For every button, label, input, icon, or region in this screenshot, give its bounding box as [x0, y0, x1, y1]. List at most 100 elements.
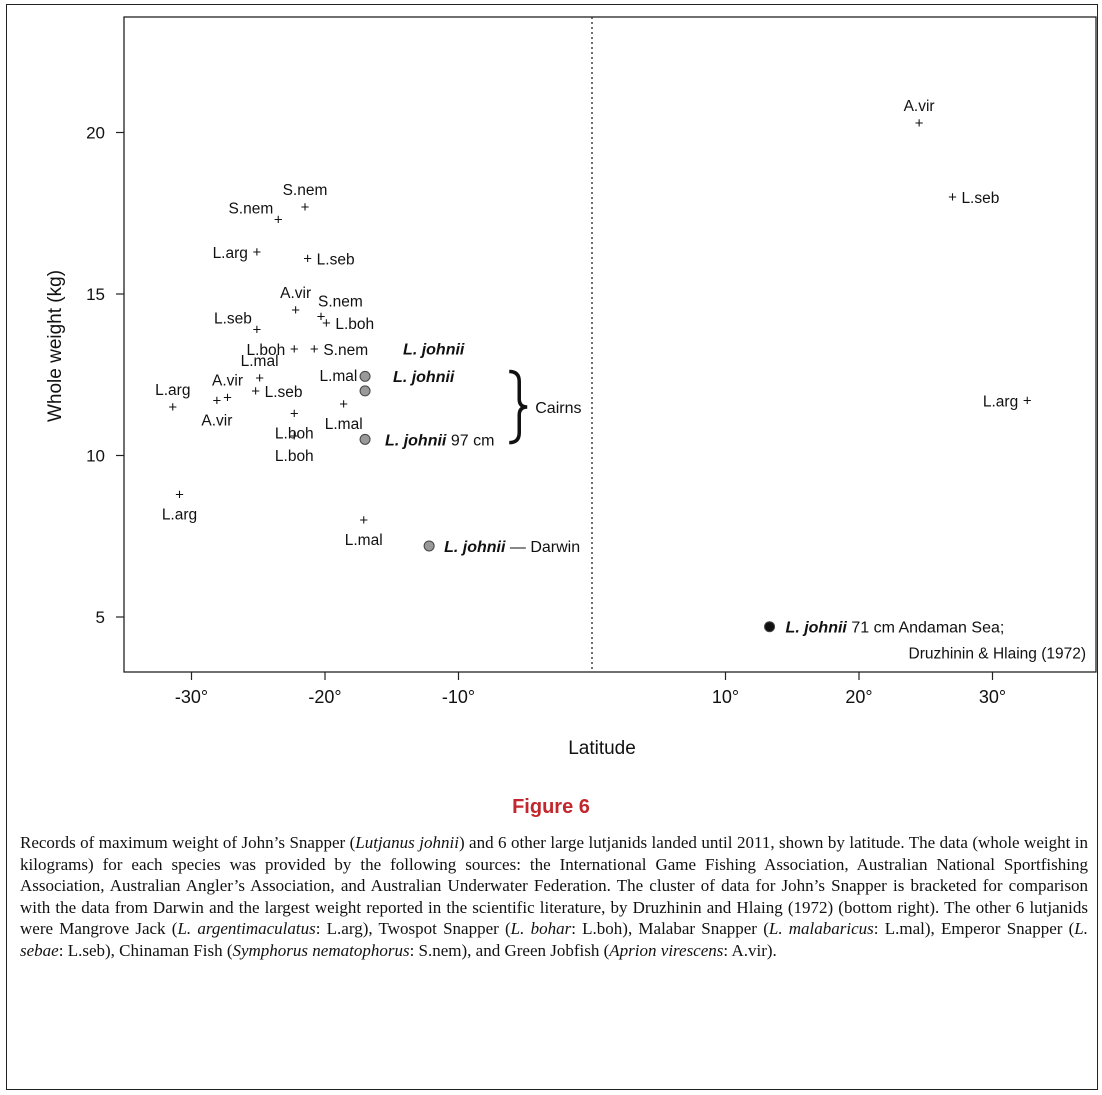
johnii-species-name: L. johnii: [786, 620, 848, 637]
data-point-plus: +: [310, 341, 319, 358]
cairns-bracket: [509, 369, 528, 445]
data-point-label: A.vir: [212, 372, 243, 389]
data-point-label: L.seb: [961, 190, 999, 207]
data-point-label: L.seb: [317, 251, 355, 268]
x-tick-label: -10°: [442, 687, 475, 707]
data-point-label: L.mal: [241, 353, 279, 370]
data-point-label: L.mal: [345, 532, 383, 549]
x-tick-label: -30°: [175, 687, 208, 707]
data-point-plus: +: [339, 396, 348, 413]
data-point-plus: +: [223, 389, 232, 406]
data-point-label: L.mal: [325, 416, 363, 433]
caption-run: ) and 6 other large lutjanids landed unt…: [20, 833, 1089, 939]
y-tick-label: 10: [86, 447, 105, 466]
data-point-plus: +: [291, 302, 300, 319]
data-point-plus: +: [290, 341, 299, 358]
data-point-plus: +: [322, 315, 331, 332]
data-point-plus: +: [168, 399, 177, 416]
data-point-plus: +: [290, 406, 299, 423]
johnii-point: [764, 621, 776, 633]
figure-frame: [6, 4, 1098, 1090]
johnii-label: L. johnii 97 cm: [385, 432, 494, 449]
caption-run: Records of maximum weight of John’s Snap…: [20, 833, 356, 852]
johnii-species-name: L. johnii: [393, 369, 455, 386]
data-point-label: S.nem: [228, 201, 273, 218]
cairns-label: Cairns: [535, 400, 581, 417]
johnii-label: L. johnii — Darwin: [444, 539, 580, 556]
y-tick-label: 15: [86, 285, 105, 304]
caption-species-name: L. sebae: [20, 919, 1088, 960]
data-point-label: L.arg: [983, 394, 1018, 411]
caption-run: : L.seb), Chinaman Fish (: [58, 940, 233, 960]
data-point-label: A.vir: [201, 413, 232, 430]
axes-group: -30° -20° -10° 10° 20° 30° 5 10 15 20: [86, 124, 1006, 708]
x-tick-label: 30°: [979, 687, 1006, 707]
caption-run: : L.boh), Malabar Snapper (: [571, 919, 769, 939]
data-point-plus: +: [303, 250, 312, 267]
data-point-label: L.seb: [265, 384, 303, 401]
x-tick-label: 20°: [845, 687, 872, 707]
johnii-extra: 97 cm: [446, 432, 494, 449]
data-point-plus: +: [948, 189, 957, 206]
data-point-label: L.boh: [335, 316, 374, 333]
data-point-plus: +: [274, 212, 283, 229]
data-point-label: L.mal: [319, 368, 357, 385]
caption-species-name: L. bohar: [510, 919, 572, 939]
figure-title: Figure 6: [512, 796, 590, 818]
y-tick-label: 20: [86, 124, 105, 143]
data-point-plus: +: [359, 512, 368, 529]
johnii-note: Druzhinin & Hlaing (1972): [909, 646, 1086, 663]
data-point-label: L.arg: [155, 382, 190, 399]
johnii-point: [359, 433, 371, 445]
data-point-plus: +: [251, 383, 260, 400]
johnii-species-name: L. johnii: [444, 539, 506, 556]
data-point-label: L.boh: [275, 448, 314, 465]
johnii-label: L. johnii: [403, 341, 465, 358]
data-point-plus: +: [1023, 393, 1032, 410]
data-point-plus: +: [212, 393, 221, 410]
data-point-plus: +: [290, 428, 299, 445]
data-point-label: S.nem: [318, 294, 363, 311]
caption-run: : L.mal), Emperor Snapper (: [873, 919, 1075, 939]
figure-caption: Records of maximum weight of John’s Snap…: [20, 832, 1088, 962]
johnii-species-name: L. johnii: [403, 341, 465, 358]
caption-species-name: Aprion virescens: [609, 940, 724, 960]
data-point-label: L.boh: [275, 426, 314, 443]
caption-run: : S.nem), and Green Jobfish (: [409, 940, 610, 960]
caption-species-name: Symphorus nematophorus: [232, 940, 410, 960]
data-point-plus: +: [301, 199, 310, 216]
caption-run: : A.vir).: [723, 940, 777, 960]
x-tick-label: 10°: [712, 687, 739, 707]
johnii-point: [359, 370, 371, 382]
x-tick-label: -20°: [308, 687, 341, 707]
data-point-label: A.vir: [280, 285, 311, 302]
data-point-plus: +: [915, 115, 924, 132]
johnii-extra: 71 cm Andaman Sea;: [847, 620, 1004, 637]
data-point-label: S.nem: [323, 342, 368, 359]
data-point-label: L.arg: [213, 245, 248, 262]
data-point-plus: +: [253, 244, 262, 261]
y-tick-label: 5: [96, 608, 105, 627]
y-axis-label: Whole weight (kg): [45, 270, 66, 422]
data-point-plus: +: [253, 322, 262, 339]
data-point-plus: +: [317, 309, 326, 326]
plot-area-box: [123, 16, 1097, 673]
johnii-species-name: L. johnii: [385, 432, 447, 449]
data-point-plus: +: [255, 370, 264, 387]
caption-species-name: L. malabaricus: [768, 919, 874, 939]
johnii-point: [423, 540, 435, 552]
johnii-point: [359, 385, 371, 397]
caption-species-name: Lutjanus johnii: [355, 833, 459, 852]
marks-group: +A.vir+ L.seb+L.arg+S.nem+S.nem+L.arg + L.s…: [155, 98, 1086, 663]
x-axis-label: Latitude: [568, 738, 636, 759]
data-point-label: A.vir: [904, 98, 935, 115]
caption-species-name: L. argentimaculatus: [177, 919, 316, 939]
data-point-label: L.arg: [162, 506, 197, 523]
johnii-label: L. johnii 71 cm Andaman Sea;: [786, 620, 1005, 637]
data-point-label: L.boh: [246, 342, 285, 359]
data-point-label: S.nem: [283, 182, 328, 199]
data-point-label: L.seb: [214, 311, 252, 328]
johnii-label: L. johnii: [393, 369, 455, 386]
data-point-plus: +: [175, 486, 184, 503]
